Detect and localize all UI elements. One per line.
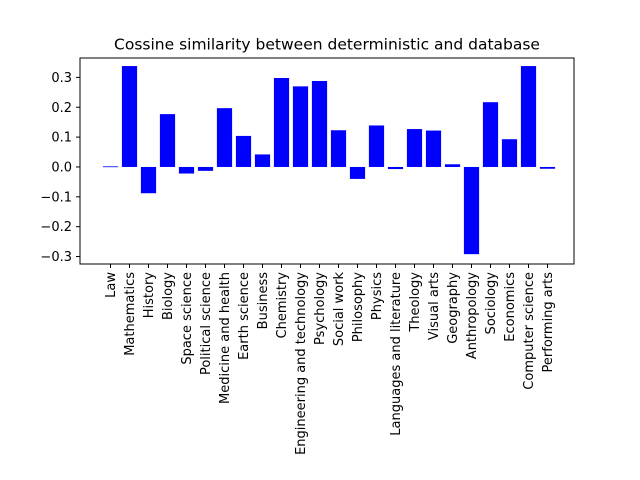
bars-group (102, 66, 556, 255)
bar-chemistry (273, 78, 290, 167)
x-tick-label-medicine-and-health: Medicine and health (218, 272, 233, 404)
x-tick-label-psychology: Psychology (313, 272, 328, 345)
x-tick-label-earth-science: Earth science (237, 272, 252, 360)
bar-anthropology (463, 166, 480, 255)
x-tick-label-computer-science: Computer science (522, 272, 537, 390)
bar-geography (444, 164, 461, 167)
x-tick-label-business: Business (256, 272, 271, 330)
x-tick-label-space-science: Space science (180, 272, 195, 365)
y-axis: −0.3 −0.2 −0.1 0.0 0.1 0.2 0.3 (40, 71, 80, 265)
bar-philosophy (349, 166, 366, 179)
y-tick-label: 0.0 (51, 160, 72, 175)
x-tick-label-performing-arts: Performing arts (541, 272, 556, 373)
bar-economics (501, 139, 518, 167)
bar-earth-science (235, 135, 252, 167)
x-tick-label-mathematics: Mathematics (123, 272, 138, 356)
bar-psychology (311, 80, 328, 167)
x-tick-label-chemistry: Chemistry (275, 272, 290, 339)
y-tick-label: 0.2 (51, 101, 72, 116)
x-tick-label-political-science: Political science (199, 272, 214, 375)
x-tick-label-social-work: Social work (332, 272, 347, 347)
x-tick-label-anthropology: Anthropology (465, 272, 480, 360)
bar-business (254, 154, 271, 167)
bar-languages-and-literature (387, 166, 404, 170)
y-tick-label: −0.1 (40, 190, 72, 205)
bar-physics (368, 125, 385, 167)
x-tick-label-biology: Biology (161, 272, 176, 320)
x-tick-label-physics: Physics (370, 272, 385, 320)
x-tick-label-history: History (142, 272, 157, 319)
x-tick-label-philosophy: Philosophy (351, 272, 366, 342)
plot-frame (79, 57, 575, 265)
x-tick-label-visual-arts: Visual arts (427, 272, 442, 340)
bar-computer-science (520, 66, 537, 167)
bar-political-science (197, 166, 214, 171)
y-tick-label: 0.1 (51, 131, 72, 146)
x-tick-label-law: Law (104, 272, 119, 298)
bar-engineering-and-technology (292, 86, 309, 167)
bar-law (102, 166, 119, 168)
x-tick-label-languages-and-literature: Languages and literature (389, 272, 404, 436)
bar-history (140, 166, 157, 194)
bar-sociology (482, 102, 499, 167)
x-tick-label-geography: Geography (446, 272, 461, 344)
bar-biology (159, 114, 176, 167)
y-tick-label: −0.2 (40, 220, 72, 235)
bar-visual-arts (425, 130, 442, 167)
bar-mathematics (121, 66, 138, 167)
x-tick-label-engineering-and-technology: Engineering and technology (294, 272, 309, 455)
chart-title: Cossine similarity between deterministic… (114, 36, 540, 54)
x-tick-label-theology: Theology (408, 272, 423, 333)
x-tick-label-sociology: Sociology (484, 272, 499, 335)
bar-performing-arts (539, 166, 556, 169)
y-tick-label: −0.3 (40, 250, 72, 265)
bar-theology (406, 129, 423, 167)
bar-social-work (330, 130, 347, 167)
x-axis: Law Mathematics History Biology Space scienc… (104, 264, 556, 455)
x-tick-label-economics: Economics (503, 272, 518, 342)
y-tick-label: 0.3 (51, 71, 72, 86)
bar-medicine-and-health (216, 108, 233, 167)
bar-space-science (178, 166, 195, 174)
